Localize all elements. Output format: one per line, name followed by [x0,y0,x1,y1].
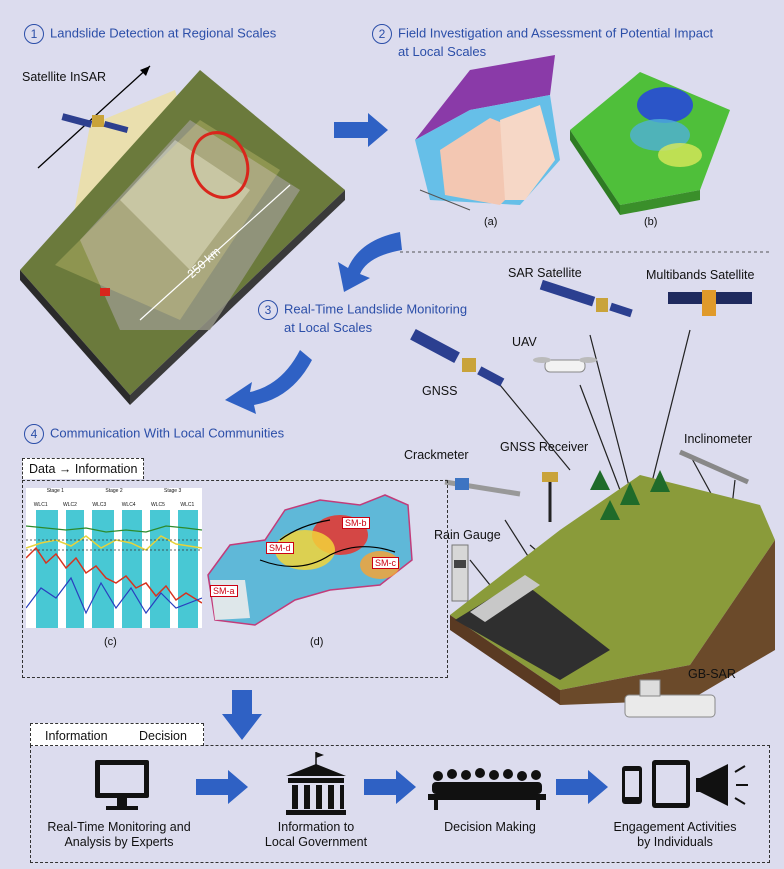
bottom-item-decision-line1: Decision Making [444,820,536,834]
flow-arrow-3 [556,770,608,804]
flow-arrow-1 [196,770,248,804]
information-decision-tab: Information Decision [30,723,204,746]
wlc-label: WLC3 [92,502,107,508]
timeseries-chart: Stage 1 Stage 2 Stage 3 WLC1 WLC2 WLC3 W… [26,488,202,628]
caption-a: (a) [484,216,498,228]
step-1-title: 1 Landslide Detection at Regional Scales [24,24,276,44]
tab-data-label: Data [29,462,56,476]
wlc-label: WLC4 [121,502,136,508]
communication-box [22,480,448,678]
landslide-site-block [450,470,775,705]
arrow-step4-to-bottom [222,690,262,740]
step-4-title: 4 Communication With Local Communities [24,424,284,444]
step-3-text-line2: at Local Scales [284,320,373,335]
bottom-item-decision: Decision Making [420,820,560,835]
inclinometer-label: Inclinometer [684,432,753,446]
bottom-item-engagement: Engagement Activities by Individuals [600,820,750,850]
wlc-label: WLC1 [180,502,195,508]
insar-satellite-icon [61,113,129,134]
sm-d-label: SM-d [266,542,294,554]
bottom-item-monitoring-line1: Real-Time Monitoring and [47,820,191,834]
monitor-icon [95,760,149,810]
tab-information-label: Information [74,462,138,476]
stage-row: Stage 1 Stage 2 Stage 3 [26,488,202,496]
step-4-text: Communication With Local Communities [50,425,285,441]
scale-bar [139,184,291,321]
uav-drone-icon [533,357,597,373]
rain-gauge-label: Rain Gauge [434,528,501,542]
terrain-3d-model [570,72,730,215]
data-information-tab: Data → Information [22,458,145,479]
inclinometer-device-icon [678,449,750,485]
step-3-title: 3 Real-Time Landslide Monitoring at Local… [258,300,467,336]
caption-c: (c) [104,636,117,648]
wlc-label: WLC1 [33,502,48,508]
stage-2-label: Stage 2 [105,488,123,494]
gnss-label: GNSS [422,384,458,398]
bottom-flow-box [30,745,770,863]
flow-arrow-2 [364,770,416,804]
geological-map [415,55,560,211]
caption-b: (b) [644,216,658,228]
gnss-receiver-label: GNSS Receiver [500,440,589,454]
step-2-title: 2 Field Investigation and Assessment of P… [372,24,713,60]
satellite-insar-label: Satellite InSAR [22,70,107,84]
wlc-label: WLC5 [151,502,165,508]
multibands-satellite-label: Multibands Satellite [646,268,755,282]
stage-1-label: Stage 1 [46,488,64,494]
step-1-text: Landslide Detection at Regional Scales [50,25,277,41]
sm-b-label: SM-b [342,517,370,529]
step-2-text-line2: at Local Scales [398,44,487,59]
step-2-text-line1: Field Investigation and Assessment of Po… [398,25,714,41]
crackmeter-device-icon [444,478,521,497]
bottom-item-engagement-line2: by Individuals [637,835,713,849]
wlc-row: WLC1 WLC2 WLC3 WLC4 WLC5 WLC1 [26,502,202,510]
caption-d: (d) [310,636,324,648]
phone-tablet-megaphone-icon [622,760,748,808]
landslide-highlight-ellipse [190,131,250,199]
bottom-item-government: Information to Local Government [246,820,386,850]
arrow-step2-to-step3 [338,232,402,292]
government-building-icon [286,752,346,815]
wlc-label: WLC2 [63,502,77,508]
sm-c-label: SM-c [372,557,399,569]
terrain-block-side-right [130,190,345,405]
bottom-item-government-line2: Local Government [264,835,368,849]
bottom-item-monitoring-line2: Analysis by Experts [64,835,174,849]
step-3-text-line1: Real-Time Landslide Monitoring [284,301,468,317]
terrain-block-side-left [20,270,130,405]
tab-decision-label: Decision [139,729,187,743]
bottom-item-engagement-line1: Engagement Activities [613,820,737,834]
sar-satellite-label: SAR Satellite [508,266,582,280]
multibands-satellite-icon [668,290,752,316]
arrow-step3-to-step4 [225,350,312,414]
step-1-number: 1 [24,24,44,44]
uav-label: UAV [512,335,537,349]
stage-3-label: Stage 3 [164,488,182,494]
crackmeter-label: Crackmeter [404,448,469,462]
tab-arrow: → [58,462,72,476]
sm-a-label: SM-a [210,585,238,597]
meeting-people-icon [428,768,546,810]
step-4-number: 4 [24,424,44,444]
bottom-item-government-line1: Information to [277,820,355,834]
gnss-receiver-icon [542,472,558,522]
arrow-step1-to-step2 [334,113,388,147]
gnss-satellite-icon [410,328,505,387]
tab-information-label: Information [45,729,108,743]
rain-gauge-icon [451,544,469,602]
sar-satellite-icon [539,279,633,318]
gb-sar-label: GB-SAR [688,667,736,681]
bottom-item-monitoring: Real-Time Monitoring and Analysis by Exp… [34,820,204,850]
gb-sar-device-icon [624,679,716,718]
